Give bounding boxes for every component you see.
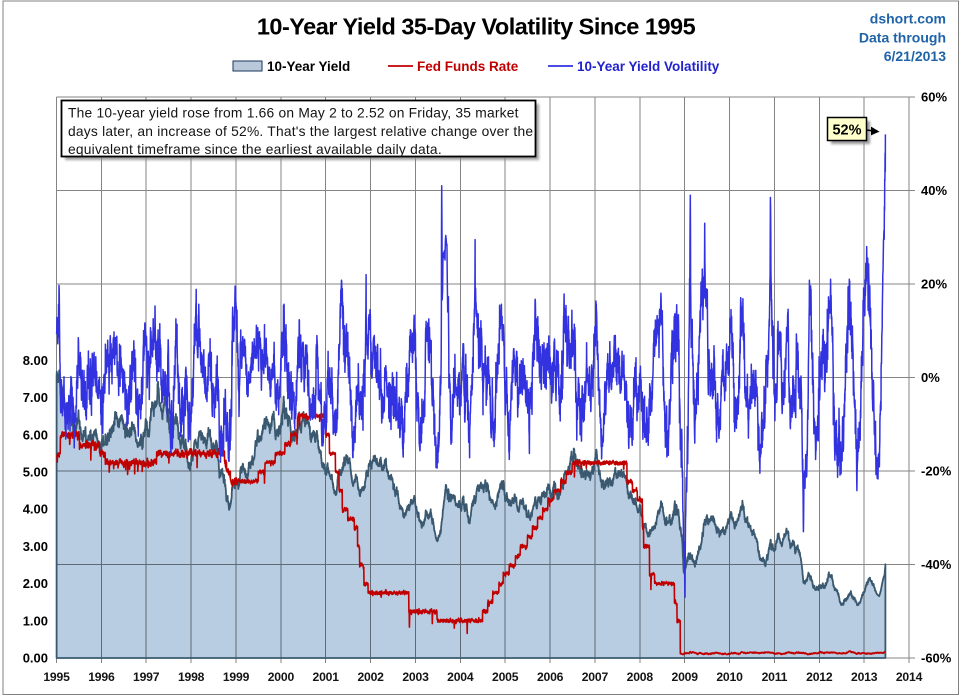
svg-text:2006: 2006 — [537, 670, 564, 684]
svg-text:2003: 2003 — [402, 670, 429, 684]
svg-text:Fed Funds Rate: Fed Funds Rate — [417, 59, 519, 74]
svg-text:2013: 2013 — [851, 670, 878, 684]
svg-text:8.00: 8.00 — [23, 353, 48, 368]
svg-text:6.00: 6.00 — [23, 427, 48, 442]
svg-text:days later, an increase of 52%: days later, an increase of 52%. That's t… — [68, 124, 533, 139]
svg-text:-40%: -40% — [921, 557, 952, 572]
svg-text:2014: 2014 — [896, 670, 923, 684]
svg-text:20%: 20% — [921, 277, 947, 292]
svg-text:2002: 2002 — [357, 670, 384, 684]
svg-text:The 10-year yield rose from 1.: The 10-year yield rose from 1.66 on May … — [68, 106, 519, 121]
svg-text:dshort.com: dshort.com — [870, 11, 946, 27]
svg-text:0%: 0% — [921, 370, 940, 385]
svg-text:6/21/2013: 6/21/2013 — [884, 48, 946, 64]
svg-text:1995: 1995 — [43, 670, 70, 684]
svg-text:Data through: Data through — [859, 30, 946, 46]
svg-text:52%: 52% — [832, 123, 861, 139]
svg-text:2009: 2009 — [672, 670, 699, 684]
svg-text:10-Year Yield 35-Day Volatilit: 10-Year Yield 35-Day Volatility Since 19… — [257, 14, 696, 40]
svg-text:5.00: 5.00 — [23, 465, 48, 480]
svg-text:-20%: -20% — [921, 464, 952, 479]
svg-text:2007: 2007 — [582, 670, 609, 684]
svg-text:-60%: -60% — [921, 651, 952, 666]
svg-text:2001: 2001 — [313, 670, 340, 684]
svg-text:10-Year Yield Volatility: 10-Year Yield Volatility — [577, 59, 720, 74]
svg-text:0.00: 0.00 — [23, 651, 48, 666]
svg-text:2010: 2010 — [716, 670, 743, 684]
svg-text:2000: 2000 — [268, 670, 295, 684]
svg-text:1996: 1996 — [88, 670, 115, 684]
svg-text:4.00: 4.00 — [23, 502, 48, 517]
svg-text:2008: 2008 — [627, 670, 654, 684]
svg-text:2004: 2004 — [447, 670, 474, 684]
svg-text:40%: 40% — [921, 183, 947, 198]
svg-text:1997: 1997 — [133, 670, 160, 684]
svg-text:2005: 2005 — [492, 670, 519, 684]
svg-text:2012: 2012 — [806, 670, 833, 684]
svg-text:1998: 1998 — [178, 670, 205, 684]
svg-text:60%: 60% — [921, 90, 947, 105]
svg-text:10-Year Yield: 10-Year Yield — [267, 59, 350, 74]
svg-text:2.00: 2.00 — [23, 576, 48, 591]
svg-text:2011: 2011 — [762, 670, 788, 684]
svg-text:1999: 1999 — [223, 670, 250, 684]
svg-text:1.00: 1.00 — [23, 613, 48, 628]
svg-text:3.00: 3.00 — [23, 539, 48, 554]
svg-text:7.00: 7.00 — [23, 390, 48, 405]
svg-text:equivalent timeframe since the: equivalent timeframe since the earliest … — [68, 142, 442, 157]
